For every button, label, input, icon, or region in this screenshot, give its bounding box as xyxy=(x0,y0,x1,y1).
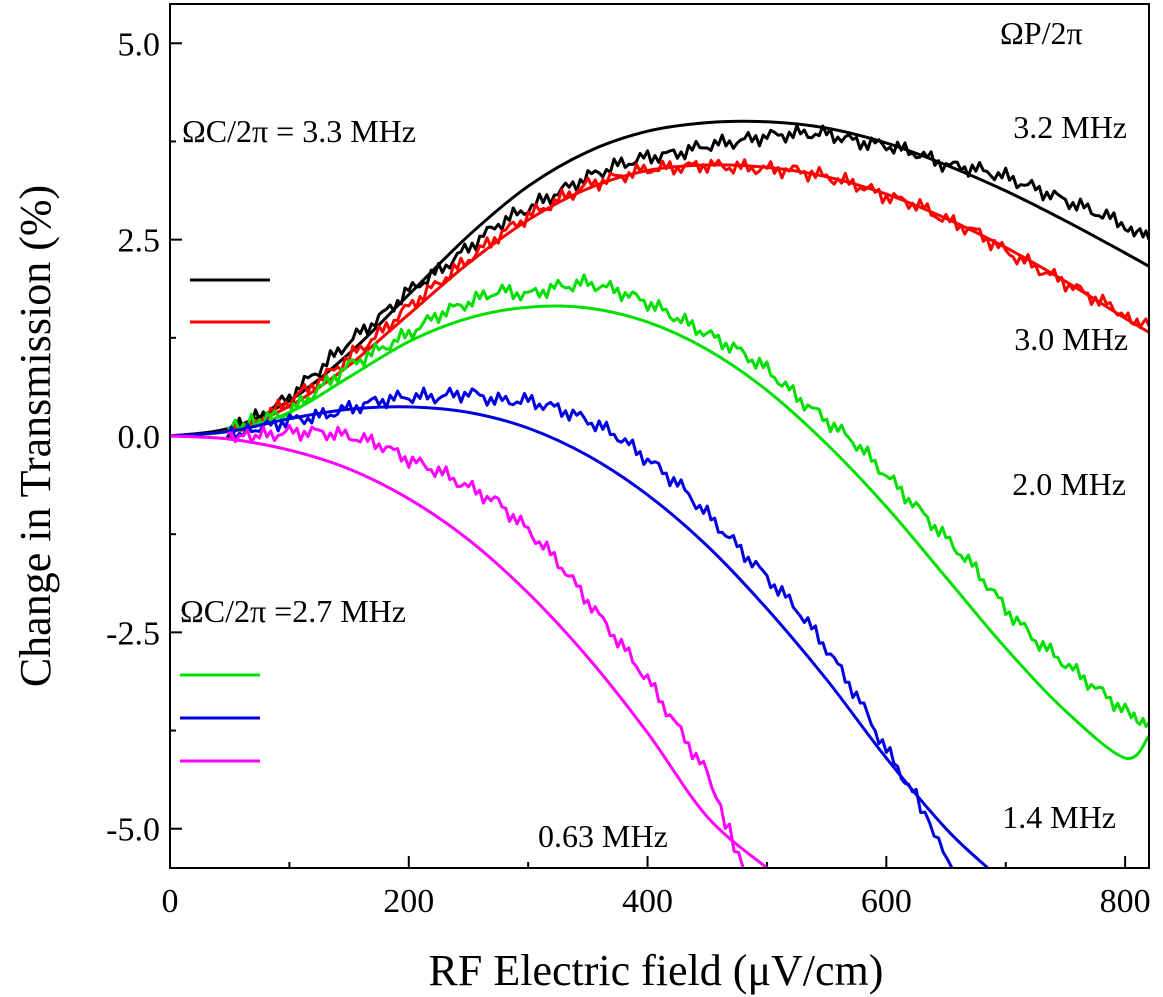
legend xyxy=(180,278,270,763)
series-label: 0.63 MHz xyxy=(538,818,668,854)
fit-curve-1-4-mhz xyxy=(170,405,989,868)
y-tick-label: -2.5 xyxy=(106,615,160,652)
y-tick-label: 2.5 xyxy=(118,223,161,260)
y-tick-label: 5.0 xyxy=(118,26,161,63)
series-label: 2.0 MHz xyxy=(1012,466,1126,502)
data-trace-0-63-mhz xyxy=(227,424,745,868)
data-trace-2-0-mhz xyxy=(226,273,1149,728)
y-axis-title: Change in Transmission (%) xyxy=(11,185,60,687)
data-trace-3-0-mhz xyxy=(226,158,1149,440)
x-axis-title: RF Electric field (μV/cm) xyxy=(429,946,884,995)
tick-labels: 0 200 400 600 800 5.0 2.5 0.0 -2.5 -5.0 xyxy=(106,26,1150,920)
x-tick-label: 600 xyxy=(861,883,912,920)
x-tick-label: 800 xyxy=(1100,883,1151,920)
fit-curve-2-0-mhz xyxy=(170,304,1149,760)
series-label: 1.4 MHz xyxy=(1002,799,1116,835)
fit-curve-0-63-mhz xyxy=(170,434,768,868)
series-layer xyxy=(170,119,1149,868)
x-tick-label: 400 xyxy=(622,883,673,920)
y-tick-label: 0.0 xyxy=(118,419,161,456)
series-labels: 3.2 MHz 3.0 MHz 2.0 MHz 1.4 MHz 0.63 MHz xyxy=(538,109,1128,854)
y-tick-label: -5.0 xyxy=(106,812,160,849)
data-trace-1-4-mhz xyxy=(225,386,954,868)
coupling-group-1-label: ΩC/2π = 3.3 MHz xyxy=(182,113,416,149)
x-tick-label: 0 xyxy=(162,883,179,920)
series-label: 3.0 MHz xyxy=(1014,321,1128,357)
x-tick-label: 200 xyxy=(383,883,434,920)
data-trace-3-2-mhz xyxy=(225,124,1149,438)
probe-header: ΩP/2π xyxy=(1000,15,1083,51)
series-label: 3.2 MHz xyxy=(1013,109,1127,145)
plot-frame xyxy=(169,3,1150,869)
fit-curve-3-2-mhz xyxy=(170,119,1149,438)
coupling-group-2-label: ΩC/2π =2.7 MHz xyxy=(180,593,406,629)
